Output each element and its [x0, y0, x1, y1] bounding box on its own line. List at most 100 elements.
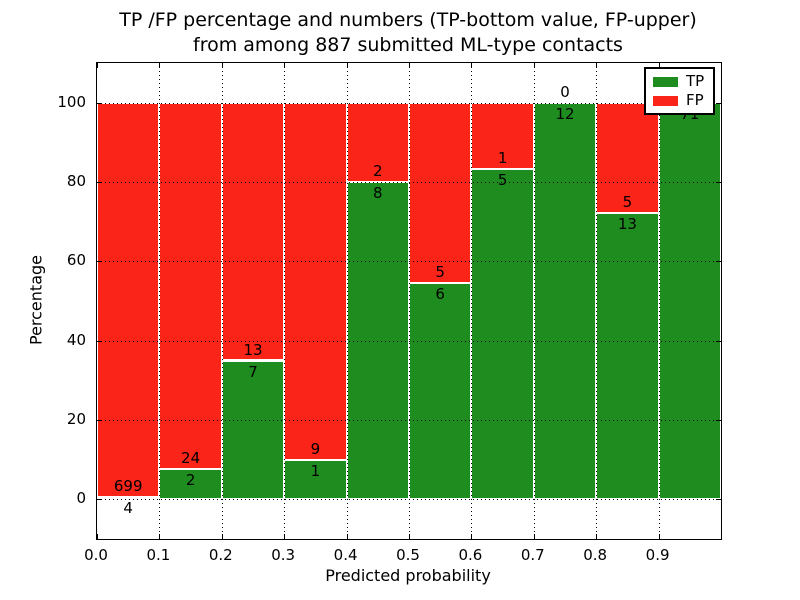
x-tick-mark [471, 534, 473, 539]
x-tick-label: 0.9 [645, 546, 670, 564]
fp-count-label: 2 [373, 162, 383, 180]
x-tick-mark [159, 63, 161, 68]
y-tick-mark [716, 261, 721, 263]
x-tick-label: 0.4 [333, 546, 358, 564]
v-gridline [596, 63, 598, 539]
y-tick-mark [97, 182, 102, 183]
x-tick-mark [221, 534, 223, 539]
bar-tp-segment [658, 102, 721, 500]
y-tick-mark [97, 261, 102, 263]
x-tick-mark [409, 534, 410, 539]
x-tick-mark [471, 63, 473, 68]
v-gridline [284, 63, 286, 539]
y-tick-label: 100 [57, 92, 86, 111]
tp-count-label: 7 [248, 362, 258, 381]
x-tick-mark [159, 534, 161, 539]
y-tick-label: 40 [66, 330, 86, 349]
x-tick-label: 0.5 [396, 546, 420, 564]
chart-title-line1: TP /FP percentage and numbers (TP-bottom… [119, 9, 697, 31]
tp-count-label: 8 [373, 184, 383, 202]
bar-tp-segment [533, 102, 597, 500]
y-tick-mark [716, 102, 721, 104]
x-tick-label: 0.3 [271, 546, 296, 564]
legend-label: FP [686, 91, 704, 109]
x-tick-mark [409, 63, 410, 68]
v-gridline [658, 63, 660, 539]
y-tick-label: 80 [66, 172, 86, 190]
bar-tp-segment [221, 360, 285, 500]
x-tick-mark [97, 534, 98, 539]
y-tick-mark [97, 102, 102, 104]
bar-tp-segment [596, 212, 659, 500]
bar-fp-segment [221, 102, 285, 361]
legend-swatch-fp [653, 95, 678, 106]
bar-fp-segment [97, 102, 160, 498]
y-tick-mark [97, 499, 102, 501]
bar-fp-segment [346, 102, 409, 182]
y-tick-label: 20 [66, 410, 86, 428]
x-tick-mark [596, 63, 598, 68]
fp-count-label: 5 [622, 192, 633, 211]
x-tick-mark [658, 63, 660, 68]
v-gridline [346, 63, 348, 539]
x-tick-mark [221, 63, 223, 68]
y-tick-mark [716, 420, 721, 421]
fp-count-label: 5 [435, 262, 445, 281]
v-gridline [221, 63, 223, 539]
x-tick-label: 0.7 [520, 546, 545, 564]
chart-title-line2: from among 887 submitted ML-type contact… [193, 34, 623, 56]
y-tick-mark [716, 499, 721, 501]
y-tick-mark [97, 340, 102, 342]
x-tick-label: 0.0 [84, 546, 108, 564]
fp-count-label: 9 [310, 439, 321, 458]
bar-fp-segment [159, 102, 222, 469]
fp-count-label: 1 [497, 148, 508, 167]
x-tick-mark [533, 534, 535, 539]
y-tick-label: 60 [66, 251, 86, 270]
fp-count-label: 0 [560, 82, 570, 101]
legend-row: TP [653, 72, 705, 91]
y-tick-mark [97, 420, 102, 421]
plot-area: 699424213791285615012513071 [96, 62, 722, 540]
bar-tp-segment [159, 468, 222, 500]
x-tick-mark [284, 63, 286, 68]
x-tick-mark [596, 534, 598, 539]
v-gridline [533, 63, 535, 539]
x-tick-label: 0.8 [583, 546, 608, 564]
tp-count-label: 13 [617, 214, 637, 233]
tp-count-label: 4 [123, 499, 133, 518]
fp-count-label: 13 [243, 340, 263, 359]
bar-tp-segment [97, 497, 160, 500]
x-tick-mark [346, 534, 348, 539]
bar-fp-segment [409, 102, 472, 283]
legend-row: FP [653, 91, 705, 110]
tp-count-label: 6 [435, 284, 445, 303]
fp-count-label: 24 [181, 448, 201, 467]
legend-swatch-tp [653, 76, 678, 87]
x-tick-label: 0.6 [458, 546, 483, 564]
bar-tp-segment [471, 168, 534, 500]
tp-count-label: 5 [497, 170, 508, 189]
x-tick-mark [97, 63, 98, 68]
bar-fp-segment [596, 102, 659, 213]
bar-tp-segment [409, 282, 472, 500]
x-tick-mark [284, 534, 286, 539]
bar-fp-segment [284, 102, 347, 460]
x-tick-mark [346, 63, 348, 68]
x-tick-mark [533, 63, 535, 68]
x-tick-mark [658, 534, 660, 539]
x-axis-label: Predicted probability [325, 566, 491, 585]
x-tick-label: 0.2 [208, 546, 233, 564]
y-tick-mark [716, 340, 721, 342]
chart-title: TP /FP percentage and numbers (TP-bottom… [96, 8, 720, 58]
legend: TP FP [644, 67, 715, 115]
tp-count-label: 2 [185, 470, 196, 489]
tp-count-label: 1 [310, 461, 321, 480]
v-gridline [409, 63, 410, 539]
v-gridline [471, 63, 473, 539]
y-tick-label: 0 [76, 489, 86, 508]
y-tick-mark [716, 182, 721, 183]
tp-count-label: 12 [555, 104, 575, 123]
legend-label: TP [686, 72, 705, 90]
